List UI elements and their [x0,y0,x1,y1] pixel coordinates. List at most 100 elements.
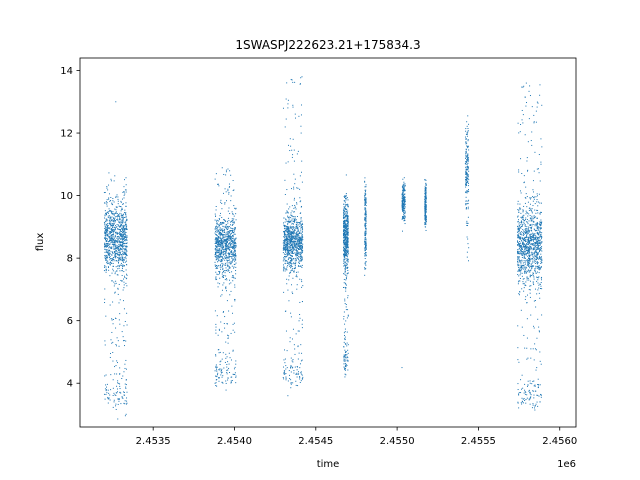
data-point [215,382,217,384]
data-point [294,206,296,208]
data-point [296,216,298,218]
data-point [523,264,525,266]
data-point [347,203,349,205]
data-point [216,265,218,266]
data-point [233,238,235,240]
data-point [116,245,118,247]
data-point [120,244,122,246]
data-point [283,247,285,249]
data-point [112,319,114,320]
data-point [297,246,299,247]
data-point [297,150,299,152]
data-point [234,249,236,251]
data-point [298,236,300,238]
data-point [214,178,216,180]
data-point [113,217,115,219]
data-point [220,224,222,226]
data-point [286,283,288,285]
data-point [216,222,218,224]
data-point [530,220,532,222]
data-point [285,256,287,258]
data-point [364,199,366,201]
data-point [298,243,300,245]
data-point [284,194,286,196]
data-point [425,217,427,219]
data-point [465,141,467,143]
data-point [120,231,122,232]
data-point [221,228,223,230]
data-point [345,343,347,345]
data-point [224,327,226,329]
data-point [537,246,539,248]
data-point [532,272,534,274]
data-point [344,336,346,338]
data-point [105,389,107,391]
data-point [292,233,294,235]
data-point [123,265,125,267]
data-point [403,220,405,222]
data-point [116,260,118,261]
data-point [219,364,221,366]
data-point [301,258,303,260]
data-point [283,258,285,260]
data-point [343,224,345,226]
data-point [215,254,217,256]
data-point [466,157,468,159]
data-point [125,221,127,223]
data-point [288,251,290,253]
data-point [126,218,128,220]
data-point [401,199,403,201]
data-point [343,219,345,221]
data-point [537,258,539,260]
data-point [105,246,107,248]
data-point [343,346,345,348]
data-point [345,244,347,246]
data-point [295,253,297,255]
data-point [364,180,366,182]
data-point [404,201,406,203]
data-point [109,253,111,255]
data-point [300,380,302,382]
data-point [105,266,107,268]
data-point [219,244,221,246]
data-point [466,146,468,148]
data-point [121,234,123,236]
data-point [365,237,367,239]
data-point [468,170,470,172]
data-point [528,226,530,228]
data-point [517,200,519,202]
data-point [300,371,302,373]
data-point [292,382,294,384]
data-point [233,205,235,207]
data-point [298,240,300,242]
data-point [526,229,528,231]
data-point [121,231,123,233]
data-point [300,255,302,257]
data-point [118,225,120,227]
data-point [466,190,468,192]
data-point [115,327,117,329]
data-point [424,194,426,196]
data-point [285,245,287,247]
data-point [285,218,287,220]
data-point [111,203,113,205]
data-point [541,258,543,260]
data-point [529,255,531,257]
data-point [523,254,525,256]
data-point [531,267,533,269]
data-point [117,246,119,248]
data-point [292,138,294,140]
data-point [300,344,302,346]
data-point [286,250,288,252]
data-point [535,230,537,232]
data-point [222,263,224,265]
data-point [217,249,219,251]
data-point [121,198,123,200]
data-point [401,209,403,211]
data-point [535,267,537,269]
data-point [465,166,467,168]
data-point [217,183,219,185]
data-point [121,216,123,218]
data-point [285,249,287,251]
